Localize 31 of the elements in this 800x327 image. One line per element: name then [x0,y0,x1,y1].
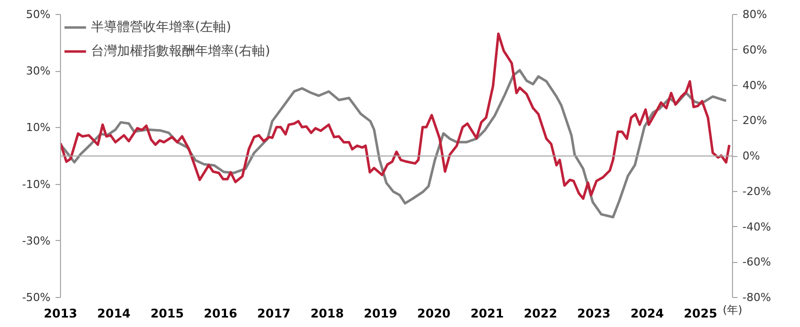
y-tick-label: -50% [22,291,51,304]
y-tick-label: 10% [26,121,51,134]
y-tick-label: 30% [26,64,51,78]
y2-tick-label: 60% [742,43,767,56]
x-tick-label: 2018 [310,306,344,320]
x-tick-label: 2020 [417,306,451,320]
y2-tick-label: -60% [742,256,771,269]
x-tick-label: 2025 [684,306,718,320]
y-tick-label: -30% [22,234,51,248]
y2-tick-label: 40% [742,78,767,92]
y2-tick-label: -40% [742,220,771,234]
y2-tick-label: -80% [742,291,771,304]
x-tick-label: 2024 [630,306,664,320]
y-tick-label: 50% [26,8,51,21]
x-axis-title: (年) [722,304,742,316]
x-tick-label: 2017 [257,306,291,320]
y-tick-label: -10% [22,178,51,191]
y2-tick-label: 20% [742,114,767,128]
y2-tick-label: 80% [742,8,767,21]
x-tick-label: 2015 [150,306,184,320]
x-tick-label: 2023 [577,306,611,320]
x-tick-label: 2019 [364,306,398,320]
y2-tick-label: -20% [742,184,771,198]
x-tick-label: 2013 [44,306,78,320]
legend-label: 半導體營收年增率(左軸) [91,19,232,36]
x-tick-label: 2021 [470,306,504,320]
x-tick-label: 2022 [524,306,558,320]
x-tick-label: 2014 [97,306,131,320]
legend-label: 台灣加權指數報酬年增率(右軸) [91,43,270,60]
x-tick-label: 2016 [204,306,238,320]
y2-tick-label: 0% [742,150,760,162]
